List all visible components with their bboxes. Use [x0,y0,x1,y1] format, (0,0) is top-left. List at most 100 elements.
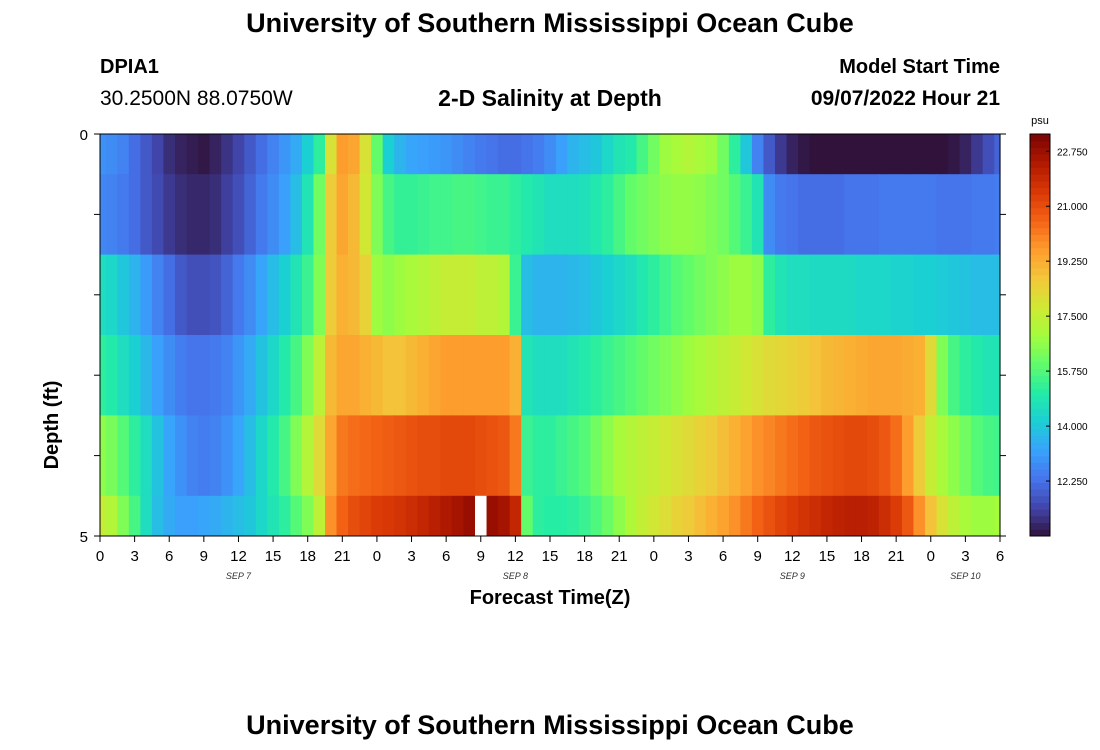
heatmap-cell [209,134,222,175]
heatmap-cell [717,335,730,416]
heatmap-cell [590,415,603,497]
x-tick-label: 3 [407,548,415,565]
heatmap-cell [371,254,384,336]
colorbar-segment [1030,442,1050,450]
heatmap-cell [682,254,695,336]
date-label: SEP 7 [226,571,252,581]
heatmap-cell [405,495,418,537]
heatmap-cell [555,134,568,175]
colorbar-segment [1030,140,1050,148]
heatmap-cell [232,134,245,175]
heatmap-cell [128,134,141,175]
heatmap-cell [613,174,626,255]
heatmap-cell [348,415,361,497]
colorbar-segment [1030,281,1050,289]
heatmap-cell [821,134,834,175]
heatmap-cell [100,495,107,537]
heatmap-cell [267,415,280,497]
heatmap-cell [475,174,488,255]
heatmap-cell [336,254,349,336]
x-tick-label: 6 [442,548,450,565]
heatmap-cell [890,415,903,497]
heatmap-cell [325,495,338,537]
heatmap-cell [509,415,522,497]
heatmap-cell [186,415,199,497]
heatmap-cell [405,134,418,175]
x-tick-label: 0 [373,548,381,565]
heatmap-cell [625,335,638,416]
heatmap-cell [232,415,245,497]
heatmap-cell [855,335,868,416]
colorbar-segment [1030,241,1050,249]
colorbar-tick-label: 14.000 [1057,422,1088,433]
heatmap-cell [855,254,868,336]
heatmap-cell [128,415,141,497]
heatmap-cell [775,254,788,336]
heatmap-cell [498,134,511,175]
heatmap-cell [394,335,407,416]
heatmap-cell [982,495,995,537]
heatmap-cell [982,174,995,255]
heatmap-cell [855,174,868,255]
heatmap-cell [128,335,141,416]
heatmap-cell [313,335,326,416]
heatmap-cell [809,254,822,336]
heatmap-cell [705,134,718,175]
colorbar-segment [1030,227,1050,235]
heatmap-cell [717,174,730,255]
colorbar-segment [1030,469,1050,477]
heatmap-cell [382,495,395,537]
x-tick-label: 15 [542,548,559,565]
heatmap-cell [544,134,557,175]
heatmap-cell [948,174,961,255]
heatmap-cell [671,134,684,175]
heatmap-cell [705,495,718,537]
heatmap-cell [440,495,453,537]
heatmap-cell [613,254,626,336]
heatmap-cell [867,174,880,255]
heatmap-cell [221,174,234,255]
heatmap-cell [175,134,188,175]
heatmap-cell [925,335,938,416]
heatmap-cell [301,254,315,336]
heatmap-cell [359,415,372,497]
date-label: SEP 10 [950,571,980,581]
heatmap-cell [498,174,511,255]
salinity-heatmap-chart: 050 3 6 9 12 15 18 21 0 3 6 9 12 15 18 21 0 3 6 9 12 15 18 21 0 3… [41,115,1088,609]
heatmap-cell [821,254,834,336]
heatmap-cell [451,254,465,336]
heatmap-cell [636,495,649,537]
heatmap-cell [105,134,118,175]
heatmap-cell [948,254,961,336]
heatmap-cell [659,174,672,255]
x-tick-label: 3 [130,548,138,565]
heatmap-cell [901,415,915,497]
heatmap-cell [671,335,684,416]
heatmap-cell [821,335,834,416]
heatmap-cell [117,134,130,175]
heatmap-cell [486,335,499,416]
heatmap-cell [705,174,718,255]
heatmap-cell [394,415,407,497]
colorbar-segment [1030,341,1050,349]
heatmap-cell [659,254,672,336]
heatmap-cell [382,335,395,416]
heatmap-cell [209,174,222,255]
model-start-label: Model Start Time [839,56,1000,78]
heatmap-cell [751,495,765,537]
colorbar-segment [1030,301,1050,309]
colorbar-segment [1030,187,1050,195]
x-tick-label: 15 [819,548,836,565]
heatmap-cell [336,134,349,175]
heatmap-cell [371,174,384,255]
heatmap-cell [313,134,326,175]
colorbar-segment [1030,207,1050,215]
y-axis-label: Depth (ft) [41,381,63,470]
heatmap-cell [463,415,476,497]
heatmap-cell [878,174,891,255]
heatmap-cell [405,415,418,497]
heatmap-cell [971,174,984,255]
heatmap-cell [198,134,211,175]
x-tick-label: 21 [888,548,905,565]
heatmap-cell [590,335,603,416]
